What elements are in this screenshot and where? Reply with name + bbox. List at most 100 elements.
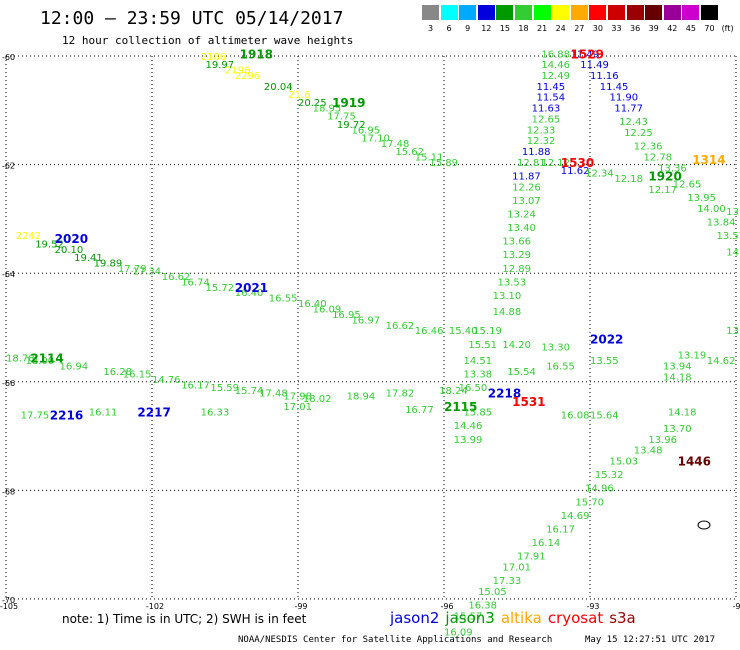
track-time-label: 2115 xyxy=(444,400,477,414)
wave-height-label: 13.70 xyxy=(663,424,692,435)
wave-height-label: 18.00 xyxy=(25,356,54,367)
legend-swatch xyxy=(477,5,495,20)
wave-height-label: 11.45 xyxy=(536,82,565,93)
wave-height-label: 15.51 xyxy=(468,340,497,351)
legend-swatch xyxy=(645,5,663,20)
track-time-label: 1531 xyxy=(512,395,545,409)
wave-height-label: 14.18 xyxy=(663,372,692,383)
wave-height-label: 15.40 xyxy=(449,326,478,337)
legend-swatch xyxy=(459,5,477,20)
wave-height-label: 15.62 xyxy=(395,147,424,158)
wave-height-label: 12.33 xyxy=(527,125,556,136)
wave-height-label: 13.40 xyxy=(507,223,536,234)
legend-label: 27 xyxy=(574,24,585,33)
wave-height-label: 19.97 xyxy=(206,60,235,71)
wave-height-label: 16.40 xyxy=(235,288,264,299)
wave-height-label: 11.49 xyxy=(580,60,609,71)
legend-label: 42 xyxy=(667,24,678,33)
wave-height-label: 17.01 xyxy=(502,562,531,573)
lon-label: -102 xyxy=(146,602,164,611)
legend-swatch xyxy=(663,5,681,20)
wave-height-label: 16.28 xyxy=(103,367,132,378)
color-legend: 3 6 9 12 15 18 21 24 27 30 33 36 39 42 45 70 (ft) xyxy=(422,5,734,35)
wave-height-label: 16.62 xyxy=(386,321,415,332)
wave-height-label: 13.30 xyxy=(541,343,570,354)
wave-height-label: 19.41 xyxy=(74,253,103,264)
satellite-jason2: jason2 xyxy=(390,609,440,627)
wave-height-label: 11.62 xyxy=(561,166,590,177)
wave-height-label: 12.89 xyxy=(502,264,531,275)
wave-height-label: 19.72 xyxy=(337,120,366,131)
wave-height-label: 12.49 xyxy=(541,71,570,82)
wave-height-label: 13.57 xyxy=(717,231,740,242)
wave-height-label: 13.07 xyxy=(512,196,541,207)
wave-height-label: 13.96 xyxy=(648,435,677,446)
wave-height-label: 16.15 xyxy=(123,370,152,381)
wave-height-label: 2186 xyxy=(201,52,226,63)
satellite-cryosat: cryosat xyxy=(547,609,604,627)
legend-unit: (ft) xyxy=(721,24,734,33)
wave-height-label: 17.82 xyxy=(386,389,415,400)
track-time-label: 1314 xyxy=(692,153,725,167)
wave-height-label: 15.74 xyxy=(235,386,264,397)
wave-height-label: 20.25 xyxy=(298,98,327,109)
wave-height-label: 19.89 xyxy=(94,258,123,269)
wave-height-label: 17.48 xyxy=(381,139,410,150)
satellite-legend: jason2 jason3 altika cryosat s3a xyxy=(390,609,642,627)
wave-height-label: 18.02 xyxy=(303,394,332,405)
wave-height-label: 16.33 xyxy=(201,408,230,419)
legend-label: 9 xyxy=(465,24,471,33)
wave-height-label: 13.24 xyxy=(507,209,536,220)
wave-height-label: 16.55 xyxy=(269,294,298,305)
wave-height-label: 15.57 xyxy=(454,611,483,622)
wave-height-label: 16.88 xyxy=(541,49,570,60)
wave-height-label: 12.78 xyxy=(644,152,673,163)
wave-height-label: 17.34 xyxy=(133,266,162,277)
wave-height-label: 13.84 xyxy=(707,218,736,229)
wave-height-label: 12.81 xyxy=(517,158,546,169)
wave-height-label: 16.40 xyxy=(298,299,327,310)
wave-height-label: 11.45 xyxy=(600,82,629,93)
wave-height-label: 11.88 xyxy=(522,147,551,158)
lat-label: -64 xyxy=(2,270,15,279)
lon-label: -99 xyxy=(294,602,307,611)
island-outline xyxy=(697,520,711,530)
wave-height-label: 13.19 xyxy=(678,351,707,362)
wave-height-label: 12.65 xyxy=(532,114,561,125)
wave-height-label: 16.09 xyxy=(444,628,473,639)
wave-height-label: 14.46 xyxy=(541,60,570,71)
wave-height-label: 2196 xyxy=(225,66,250,77)
wave-height-label: 14.88 xyxy=(493,307,522,318)
legend-label: 39 xyxy=(648,24,659,33)
track-time-label: 2020 xyxy=(55,232,88,246)
page-title: 12:00 – 23:59 UTC 05/14/2017 xyxy=(40,8,344,29)
wave-height-label: 15.19 xyxy=(473,326,502,337)
wave-height-label: 19.52 xyxy=(35,239,64,250)
legend-label: 33 xyxy=(611,24,622,33)
wave-height-label: 14.18 xyxy=(668,408,697,419)
wave-height-label: 14.00 xyxy=(697,204,726,215)
wave-height-label: 12.17 xyxy=(648,185,677,196)
wave-height-label: 12.36 xyxy=(634,142,663,153)
track-time-label: 2022 xyxy=(590,332,623,346)
wave-height-label: 11.54 xyxy=(536,93,565,104)
wave-height-label: 14.01 xyxy=(726,247,740,258)
track-time-label: 2217 xyxy=(137,406,170,420)
wave-height-label: 13.29 xyxy=(502,250,531,261)
wave-height-label: 13.99 xyxy=(454,435,483,446)
track-time-label: 2216 xyxy=(50,408,83,422)
wave-height-label: 13.22 xyxy=(726,326,740,337)
wave-height-label: 15.85 xyxy=(463,408,492,419)
track-time-label: 1529 xyxy=(571,47,604,61)
wave-height-label: 17.98 xyxy=(283,391,312,402)
lon-label: -96 xyxy=(440,602,453,611)
wave-height-label: 14.96 xyxy=(585,484,614,495)
legend-swatch xyxy=(570,5,588,20)
wave-height-label: 11.87 xyxy=(512,171,541,182)
wave-height-label: 17.10 xyxy=(361,133,390,144)
wave-height-label: 15.70 xyxy=(575,497,604,508)
wave-height-label: 16.08 xyxy=(561,410,590,421)
legend-swatch xyxy=(608,5,625,20)
legend-label: 24 xyxy=(555,24,566,33)
